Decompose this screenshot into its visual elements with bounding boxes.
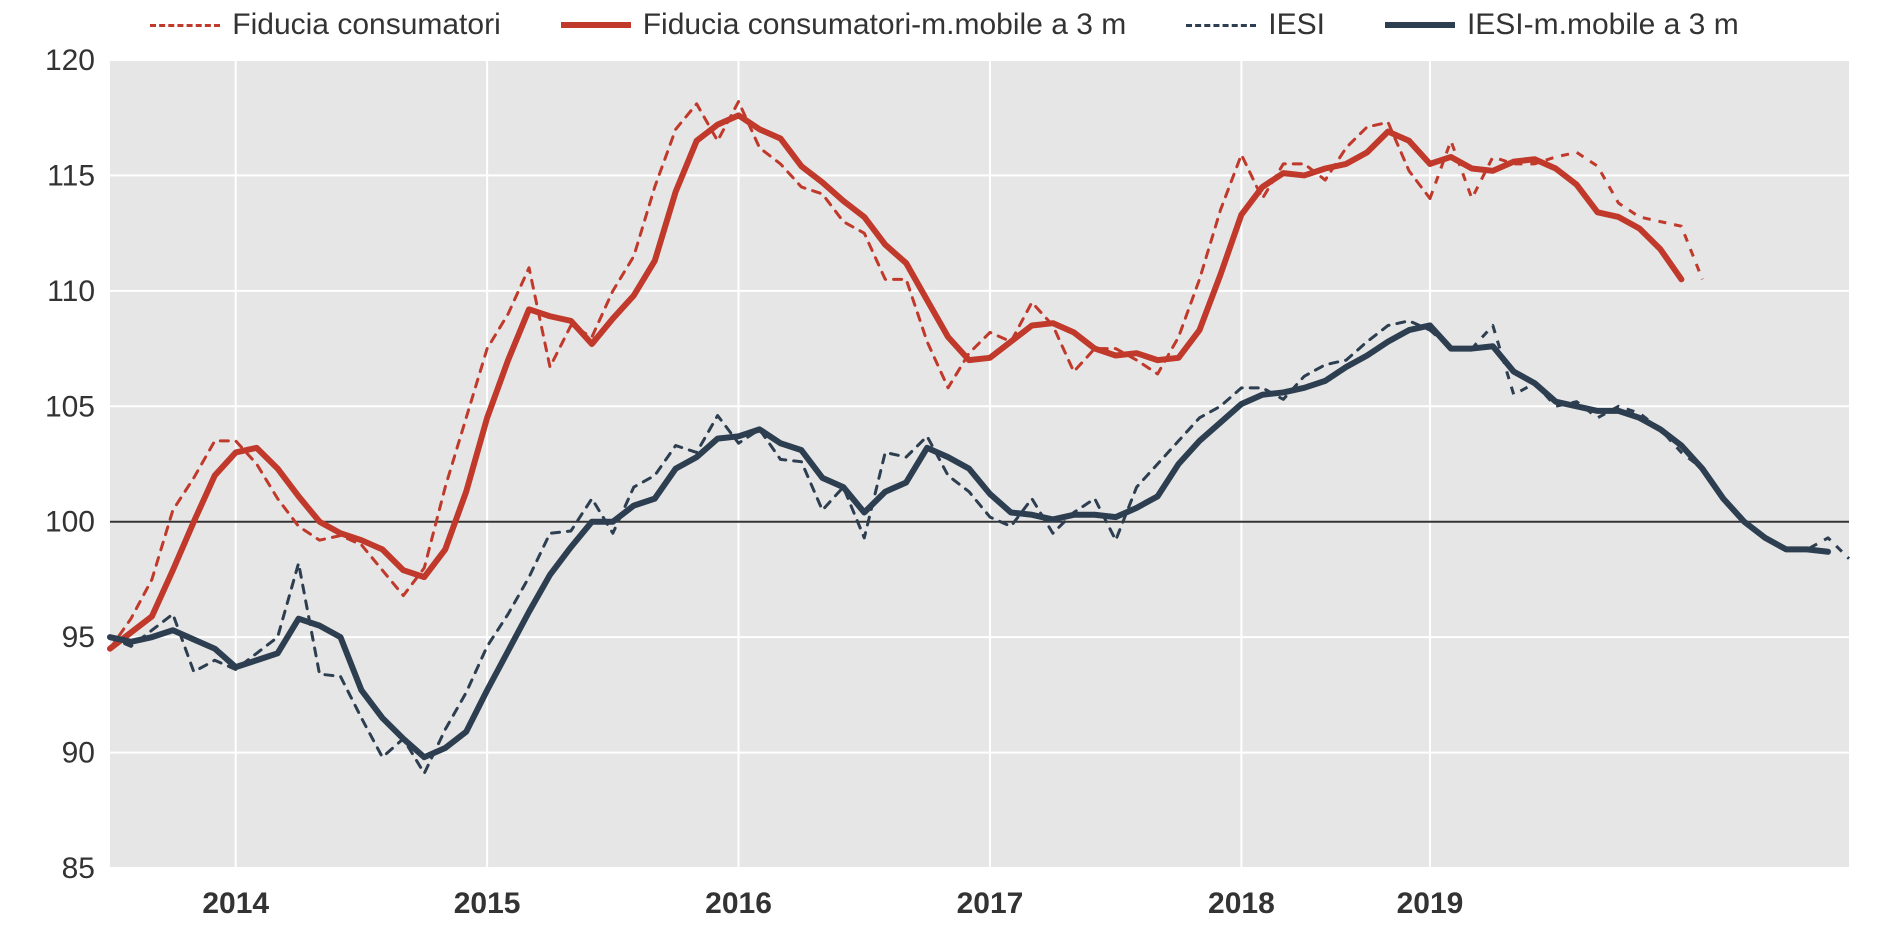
- svg-text:115: 115: [47, 159, 95, 192]
- legend-item-0: Fiducia consumatori: [150, 8, 500, 42]
- svg-text:2019: 2019: [1397, 887, 1464, 920]
- chart-svg: 85 90 95 100 105 110 115 120 2014 2015 2016 2017 201…: [0, 0, 1889, 938]
- legend-item-1: Fiducia consumatori-m.mobile a 3 m: [561, 8, 1127, 42]
- legend: Fiducia consumatori Fiducia consumatori-…: [0, 8, 1889, 42]
- legend-label-2: IESI: [1268, 8, 1325, 42]
- svg-text:110: 110: [47, 275, 95, 308]
- svg-text:85: 85: [62, 852, 95, 885]
- svg-text:2016: 2016: [705, 887, 772, 920]
- legend-label-0: Fiducia consumatori: [232, 8, 500, 42]
- chart-container: Fiducia consumatori Fiducia consumatori-…: [0, 0, 1889, 938]
- svg-text:95: 95: [62, 621, 95, 654]
- svg-text:2017: 2017: [957, 887, 1024, 920]
- svg-text:2018: 2018: [1208, 887, 1275, 920]
- legend-item-3: IESI-m.mobile a 3 m: [1385, 8, 1739, 42]
- legend-swatch-1: [561, 22, 631, 28]
- legend-swatch-0: [150, 24, 220, 27]
- svg-text:100: 100: [45, 506, 95, 539]
- svg-text:120: 120: [45, 44, 95, 77]
- legend-swatch-2: [1186, 24, 1256, 27]
- svg-text:90: 90: [62, 737, 95, 770]
- legend-label-3: IESI-m.mobile a 3 m: [1467, 8, 1739, 42]
- svg-text:2014: 2014: [202, 887, 269, 920]
- legend-swatch-3: [1385, 22, 1455, 28]
- svg-text:105: 105: [45, 390, 95, 423]
- svg-text:2015: 2015: [454, 887, 521, 920]
- legend-item-2: IESI: [1186, 8, 1325, 42]
- legend-label-1: Fiducia consumatori-m.mobile a 3 m: [643, 8, 1127, 42]
